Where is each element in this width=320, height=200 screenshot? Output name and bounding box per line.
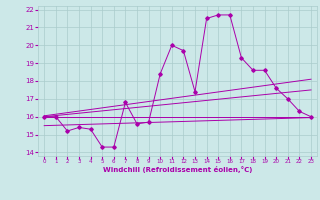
- X-axis label: Windchill (Refroidissement éolien,°C): Windchill (Refroidissement éolien,°C): [103, 166, 252, 173]
